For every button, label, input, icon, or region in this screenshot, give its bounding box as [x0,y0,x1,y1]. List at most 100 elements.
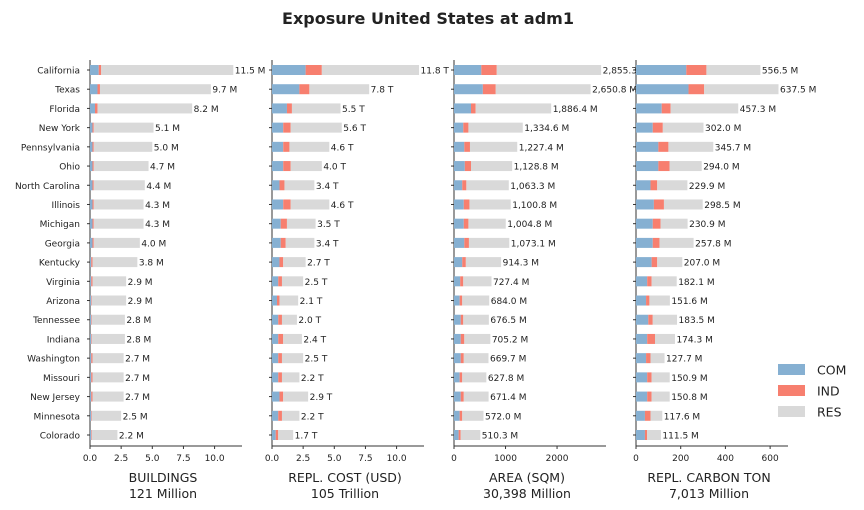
bar-ind-minnesota [91,410,92,421]
bar-com-colorado [272,430,276,440]
bar-com-florida [454,103,472,114]
bar-com-kentucky [636,257,652,268]
bar-ind-new-jersey [91,391,93,402]
value-label-kentucky: 3.8 M [139,259,164,269]
x-axis-total: 105 Trillion [311,486,379,501]
bar-ind-pennsylvania [464,141,470,152]
bar-com-arizona [454,295,460,306]
value-label-texas: 637.5 M [780,86,816,96]
bar-com-minnesota [454,410,460,421]
bar-res-florida [291,103,341,114]
bar-res-washington [281,353,304,364]
value-label-california: 556.5 M [762,67,798,77]
bar-ind-arizona [276,295,280,306]
x-axis-label: REPL. COST (USD) [288,470,402,485]
value-label-minnesota: 117.6 M [664,412,700,422]
category-label-texas: Texas [54,86,80,96]
bar-com-florida [90,103,95,114]
bar-ind-new-york [652,122,663,133]
bar-com-indiana [636,333,648,344]
bar-com-indiana [454,333,461,344]
bar-ind-washington [460,353,464,364]
bar-res-colorado [647,430,661,440]
value-label-michigan: 1,004.8 M [507,220,552,230]
bar-com-north-carolina [454,180,463,191]
value-label-texas: 2,650.8 M [592,86,637,96]
value-label-arizona: 2.1 T [300,297,323,307]
value-label-illinois: 298.5 M [704,201,740,211]
bar-ind-illinois [92,199,94,210]
bar-res-minnesota [650,410,663,421]
bar-ind-ohio [464,161,472,172]
bar-ind-florida [94,103,98,114]
x-tick-label: 0.0 [265,454,280,464]
bar-ind-california [305,65,322,75]
bar-ind-michigan [92,218,94,229]
bar-com-florida [636,103,662,114]
value-label-colorado: 2.2 M [119,432,144,442]
value-label-pennsylvania: 5.0 M [154,143,179,153]
value-label-arizona: 2.9 M [128,297,153,307]
bar-com-tennessee [454,314,461,325]
bar-res-georgia [659,237,694,248]
value-label-california: 11.5 M [235,67,266,77]
bar-ind-kentucky [462,257,466,268]
bar-com-washington [272,353,279,364]
value-label-florida: 1,886.4 M [553,105,598,115]
value-label-texas: 9.7 M [212,86,237,96]
bar-ind-indiana [278,333,284,344]
bar-res-texas [704,84,779,95]
bar-ind-missouri [91,372,93,383]
bar-com-michigan [272,218,281,229]
category-label-missouri: Missouri [43,374,80,384]
value-label-georgia: 4.0 M [141,239,166,249]
value-label-washington: 2.7 M [125,355,150,365]
bar-ind-minnesota [459,410,463,421]
chart-title: Exposure United States at adm1 [282,9,574,28]
value-label-california: 2,855.3 M [603,67,648,77]
value-label-tennessee: 2.8 M [126,316,151,326]
bar-ind-pennsylvania [283,141,290,152]
bar-com-california [636,65,687,75]
bar-com-new-york [636,122,653,133]
value-label-ohio: 4.7 M [150,163,175,173]
bar-com-new-york [454,122,464,133]
x-tick-label: 0 [451,454,457,464]
value-label-michigan: 4.3 M [145,220,170,230]
value-label-california: 11.8 T [421,67,450,77]
value-label-pennsylvania: 4.6 T [331,143,354,153]
value-label-florida: 457.3 M [740,105,776,115]
bar-res-north-carolina [284,180,315,191]
bar-ind-kentucky [279,257,284,268]
bar-res-indiana [464,333,491,344]
value-label-ohio: 294.0 M [703,163,739,173]
x-tick-label: 0 [633,454,639,464]
bar-res-georgia [285,237,315,248]
bar-ind-north-carolina [650,180,658,191]
bar-res-california [321,65,420,75]
bar-ind-new-york [283,122,291,133]
bar-res-arizona [91,295,127,306]
bar-ind-virginia [647,276,652,287]
value-label-tennessee: 676.5 M [490,316,526,326]
bar-res-michigan [660,218,688,229]
value-label-virginia: 182.1 M [678,278,714,288]
chart-panels: California 11.5 M Texas 9.7 M Florida 8.2 M Ne… [15,60,816,501]
bar-com-kentucky [454,257,463,268]
legend: COM IND RES [778,363,846,420]
bar-res-indiana [655,333,675,344]
value-label-new-york: 1,334.6 M [524,124,569,134]
bar-com-texas [272,84,300,95]
bar-res-kentucky [657,257,683,268]
x-tick-label: 200 [672,454,689,464]
bar-com-washington [636,353,647,364]
bar-com-new-jersey [272,391,280,402]
bar-com-washington [90,353,92,364]
value-label-indiana: 2.4 T [303,335,326,345]
value-label-illinois: 4.3 M [145,201,170,211]
category-label-georgia: Georgia [45,239,80,249]
bar-ind-indiana [647,333,655,344]
bar-res-illinois [290,199,330,210]
bar-res-indiana [91,333,125,344]
